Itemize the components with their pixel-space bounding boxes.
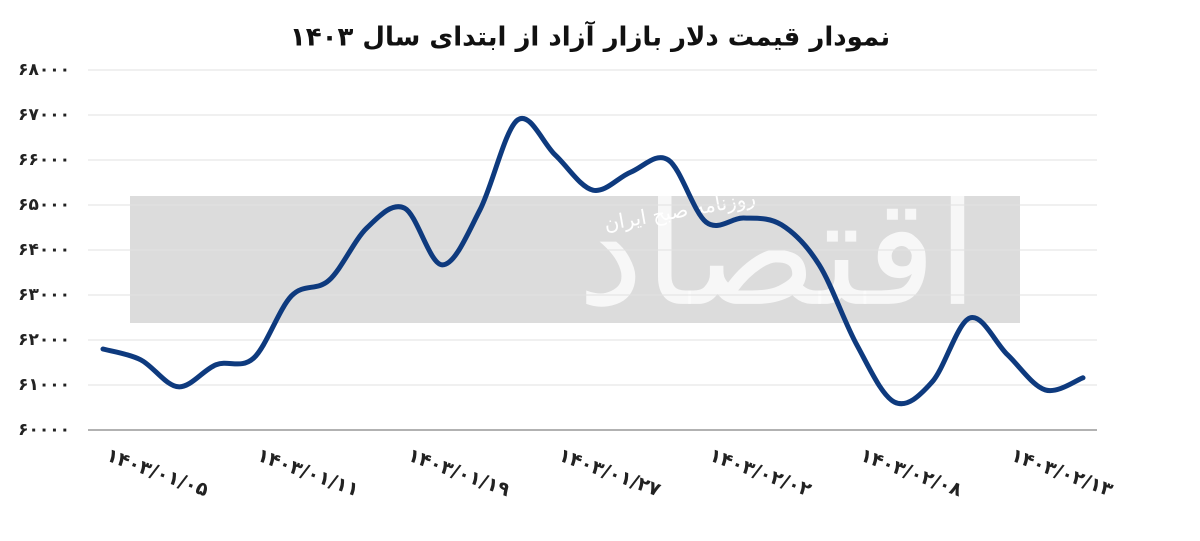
- y-tick-label: ۶۲۰۰۰: [18, 330, 70, 350]
- y-tick-label: ۶۵۰۰۰: [18, 195, 70, 215]
- y-tick-label: ۶۸۰۰۰: [18, 60, 70, 80]
- y-tick-label: ۶۶۰۰۰: [18, 150, 70, 170]
- x-tick-label: ۱۴۰۳/۰۲/۱۳: [1008, 444, 1116, 501]
- y-tick-label: ۶۱۰۰۰: [18, 375, 70, 395]
- x-tick-label: ۱۴۰۳/۰۱/۱۱: [254, 444, 362, 501]
- y-tick-label: ۶۰۰۰۰: [18, 420, 70, 440]
- chart-title: نمودار قیمت دلار بازار آزاد از ابتدای سا…: [290, 21, 890, 53]
- y-tick-label: ۶۴۰۰۰: [18, 240, 70, 260]
- logo-watermark: دنیای اقتصاد: [577, 166, 1200, 340]
- y-tick-label: ۶۷۰۰۰: [18, 105, 70, 125]
- y-tick-label: ۶۳۰۰۰: [18, 285, 70, 305]
- x-tick-label: ۱۴۰۳/۰۱/۱۹: [405, 444, 513, 501]
- watermark-band: [130, 196, 1020, 323]
- price-line: [100, 115, 1086, 407]
- x-tick-label: ۱۴۰۳/۰۲/۰۲: [706, 444, 814, 501]
- x-tick-label: ۱۴۰۳/۰۲/۰۸: [857, 444, 965, 501]
- x-tick-label: ۱۴۰۳/۰۱/۲۷: [556, 444, 664, 501]
- x-tick-label: ۱۴۰۳/۰۱/۰۵: [103, 444, 211, 501]
